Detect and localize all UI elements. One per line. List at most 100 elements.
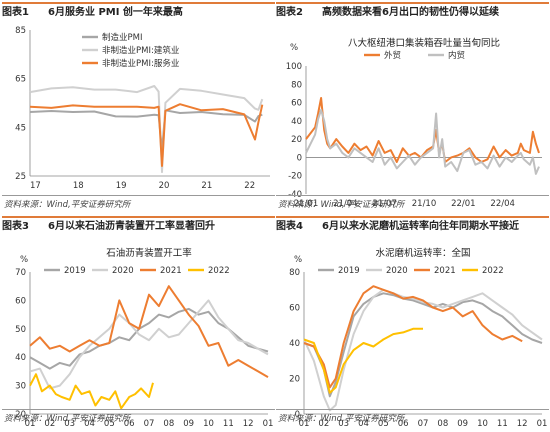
x-tick-label: 06 xyxy=(124,419,135,429)
panel-header: 图表1 6月服务业 PMI 创一年来最高 xyxy=(2,2,275,22)
x-tick-label: 21/04 xyxy=(333,199,358,209)
y-tick-label: 45 xyxy=(15,123,26,133)
series-line xyxy=(29,285,269,378)
x-tick-label: 12 xyxy=(517,419,528,429)
x-tick-label: 04 xyxy=(358,419,369,429)
chart-panel-3: 图表3 6月以来石油沥青装置开工率显著回升 70 60 50 40 30 20 01 02 03… xyxy=(2,216,275,432)
series-line xyxy=(303,288,543,412)
x-tick-label: 08 xyxy=(437,419,448,429)
panel-number: 图表2 xyxy=(276,7,303,18)
panel-number: 图表3 xyxy=(2,221,29,232)
series-line xyxy=(305,108,540,175)
x-tick-label: 09 xyxy=(183,419,194,429)
panel-title: 6月以来石油沥青装置开工率显著回升 xyxy=(48,221,215,232)
y-tick-label: 25 xyxy=(15,172,26,182)
x-tick-label: 10 xyxy=(203,419,214,429)
source-divider xyxy=(276,409,549,410)
chart-subtitle: 石油沥青装置开工率 xyxy=(106,247,192,259)
y-tick-label: 60 xyxy=(291,99,302,109)
x-tick-label: 12 xyxy=(243,419,254,429)
y-tick-label: 0 xyxy=(297,153,302,163)
x-tick-label: 08 xyxy=(163,419,174,429)
source-divider xyxy=(276,195,549,196)
series-line xyxy=(29,109,263,151)
y-axis-label: % xyxy=(294,255,302,265)
panel-header: 图表4 6月以来水泥磨机运转率向往年同期水平接近 xyxy=(276,216,549,236)
x-tick-label: 01 xyxy=(263,419,274,429)
y-tick-label: 100 xyxy=(286,62,302,72)
x-tick-label: 01 xyxy=(299,419,310,429)
source-note: 资料来源：Wind,平安证券研究所 xyxy=(278,414,405,424)
legend-label: 2019 xyxy=(64,266,86,276)
y-tick-label: 20 xyxy=(15,410,26,420)
legend-label: 2022 xyxy=(208,266,230,276)
y-tick-label: 20 xyxy=(289,375,300,385)
x-tick-label: 01 xyxy=(25,419,36,429)
x-tick-label: 21 xyxy=(201,181,212,191)
x-tick-label: 22/04 xyxy=(490,199,515,209)
y-axis-label: % xyxy=(20,255,28,265)
chart-panel-4: 图表4 6月以来水泥磨机运转率向往年同期水平接近 80 60 40 20 0 01 02 03… xyxy=(276,216,549,432)
y-tick-label: 40 xyxy=(15,353,26,363)
x-tick-label: 11 xyxy=(497,419,508,429)
x-tick-label: 21/10 xyxy=(412,199,437,209)
legend-label: 制造业PMI xyxy=(102,32,142,43)
legend-label: 非制造业PMI:服务业 xyxy=(102,58,179,69)
source-note: 资料来源：Wind,平安证券研究所 xyxy=(278,200,405,210)
y-tick-label: 0 xyxy=(295,410,300,420)
legend-label: 2022 xyxy=(482,266,504,276)
y-axis-label: % xyxy=(290,43,298,53)
x-tick-label: 19 xyxy=(116,181,127,191)
legend-label: 2020 xyxy=(112,266,134,276)
y-tick-label: 60 xyxy=(15,296,26,306)
chart-subtitle: 八大枢纽港口集装箱吞吐量当旬同比 xyxy=(348,37,500,49)
y-tick-label: 50 xyxy=(15,325,26,335)
x-tick-label: 03 xyxy=(338,419,349,429)
series-line xyxy=(29,373,154,410)
legend-label: 内贸 xyxy=(448,50,465,61)
source-divider xyxy=(2,195,275,196)
chart-panel-2: 图表2 高频数据来看6月出口的韧性仍得以延续 100 80 60 40 20 0 -20 -4… xyxy=(276,2,549,218)
x-tick-label: 06 xyxy=(398,419,409,429)
x-tick-label: 10 xyxy=(477,419,488,429)
y-tick-label: 40 xyxy=(291,117,302,127)
x-tick-label: 20 xyxy=(159,181,170,191)
source-note: 资料来源：Wind,平安证券研究所 xyxy=(4,200,131,210)
panel-title: 高频数据来看6月出口的韧性仍得以延续 xyxy=(322,7,499,18)
series-line xyxy=(29,85,264,174)
y-tick-label: -20 xyxy=(288,172,302,182)
x-tick-label: 01 xyxy=(537,419,548,429)
series-line xyxy=(303,327,423,394)
panel-number: 图表1 xyxy=(2,7,29,18)
x-tick-label: 07 xyxy=(418,419,429,429)
legend-label: 非制造业PMI:建筑业 xyxy=(102,45,179,56)
series-line xyxy=(303,292,543,398)
x-tick-label: 11 xyxy=(223,419,234,429)
x-tick-label: 05 xyxy=(378,419,389,429)
source-divider xyxy=(2,409,275,410)
y-tick-label: 20 xyxy=(291,135,302,145)
x-tick-label: 09 xyxy=(457,419,468,429)
series-line xyxy=(29,103,264,167)
panel-header: 图表2 高频数据来看6月出口的韧性仍得以延续 xyxy=(276,2,549,22)
x-tick-label: 04 xyxy=(84,419,95,429)
x-tick-label: 02 xyxy=(318,419,329,429)
panel-number: 图表4 xyxy=(276,221,303,232)
series-line xyxy=(303,285,523,389)
x-tick-label: 05 xyxy=(104,419,115,429)
source-note: 资料来源：Wind,平安证券研究所 xyxy=(4,414,131,424)
x-tick-label: 18 xyxy=(73,181,84,191)
x-tick-label: 03 xyxy=(64,419,75,429)
legend-label: 外贸 xyxy=(384,50,401,61)
x-tick-label: 22/01 xyxy=(451,199,476,209)
x-tick-label: 07 xyxy=(144,419,155,429)
legend-label: 2021 xyxy=(434,266,456,276)
y-tick-label: 80 xyxy=(289,268,300,278)
chart-svg: 85 65 45 25 17 18 19 20 21 22 制造业PMI 非制造业PMI:建筑业非制造… xyxy=(15,26,270,191)
x-tick-label: 21/01 xyxy=(294,199,319,209)
x-tick-label: 21/07 xyxy=(372,199,397,209)
chart-panel-1: 图表1 6月服务业 PMI 创一年来最高 85 65 45 25 17 18 19 20 21 2… xyxy=(2,2,275,218)
